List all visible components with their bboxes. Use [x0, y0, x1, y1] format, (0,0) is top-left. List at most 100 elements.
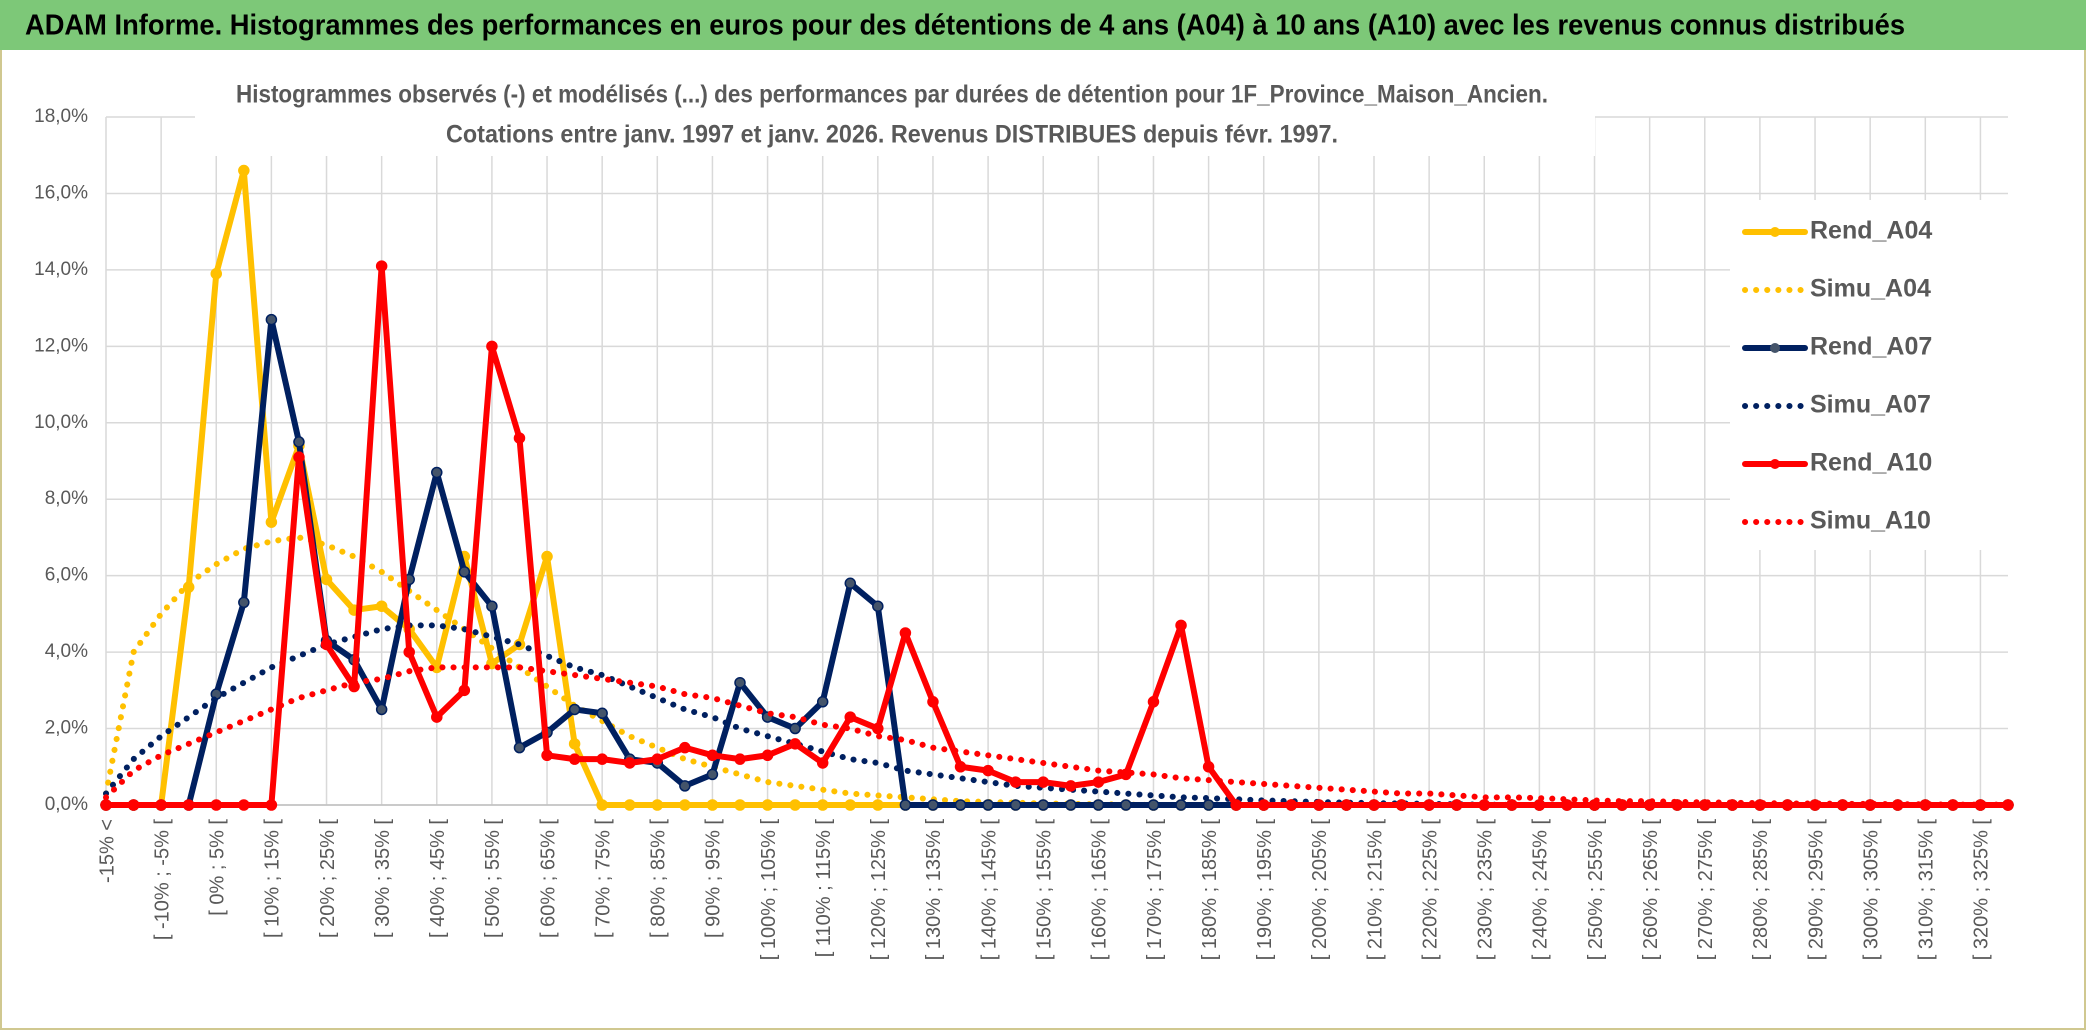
- data-point: [238, 799, 250, 811]
- x-tick-label: [ 10% ; 15% [: [262, 819, 284, 938]
- x-tick-label: [ 260% ; 265% [: [1640, 819, 1662, 961]
- data-point: [954, 799, 967, 811]
- x-tick-label: [ 280% ; 285% [: [1750, 819, 1772, 961]
- data-point: [596, 707, 608, 720]
- data-point: [458, 684, 471, 697]
- data-point: [734, 676, 746, 689]
- data-point: [293, 451, 305, 463]
- data-point: [403, 646, 415, 658]
- data-point: [1037, 799, 1049, 811]
- series-line: [103, 622, 2011, 808]
- series-line: [103, 664, 2011, 808]
- data-point: [541, 749, 553, 762]
- data-point: [100, 799, 112, 811]
- data-point: [706, 799, 719, 811]
- data-point: [816, 696, 829, 708]
- data-point: [623, 757, 636, 769]
- data-point: [265, 313, 278, 326]
- data-point: [375, 600, 388, 612]
- chart-subtitle: Cotations entre janv. 1997 et janv. 2026…: [446, 121, 1338, 149]
- data-point: [1395, 799, 1408, 811]
- x-tick-label: [ 140% ; 145% [: [978, 819, 1000, 961]
- x-tick-label: [ 220% ; 225% [: [1419, 819, 1441, 961]
- y-tick-label: 4,0%: [45, 641, 88, 662]
- x-tick-label: [ 130% ; 135% [: [923, 819, 945, 961]
- data-point: [927, 799, 939, 811]
- data-point: [816, 757, 829, 769]
- data-point: [899, 799, 912, 811]
- x-tick-label: [ 30% ; 35% [: [372, 819, 394, 938]
- legend-label: Simu_A04: [1810, 275, 1931, 303]
- data-point: [679, 799, 691, 811]
- data-point: [513, 432, 526, 444]
- data-point: [431, 711, 443, 723]
- data-point: [1120, 799, 1132, 811]
- data-point: [816, 799, 829, 811]
- x-tick-label: -15% <: [96, 819, 118, 883]
- data-point: [265, 516, 278, 528]
- data-point: [706, 768, 719, 781]
- data-point: [320, 573, 333, 586]
- data-point: [486, 600, 498, 612]
- data-point: [982, 799, 994, 811]
- data-point: [927, 696, 939, 708]
- data-point: [127, 799, 140, 811]
- y-tick-label: 8,0%: [45, 488, 88, 509]
- data-point: [265, 799, 278, 811]
- x-tick-label: [ 50% ; 55% [: [482, 819, 504, 938]
- data-point: [844, 799, 857, 811]
- data-point: [1478, 799, 1491, 811]
- x-tick-label: [ 300% ; 305% [: [1860, 819, 1882, 961]
- data-point: [734, 799, 746, 811]
- data-point: [651, 753, 664, 765]
- data-point: [734, 753, 746, 765]
- y-tick-label: 10,0%: [34, 412, 88, 433]
- data-point: [568, 703, 581, 716]
- data-point: [1037, 776, 1049, 788]
- data-point: [872, 600, 884, 612]
- data-point: [210, 267, 223, 280]
- data-point: [872, 722, 884, 735]
- y-tick-label: 18,0%: [34, 106, 88, 127]
- x-tick-label: [ 120% ; 125% [: [868, 819, 890, 961]
- banner-title: ADAM Informe. Histogrammes des performan…: [25, 10, 1905, 42]
- data-point: [706, 749, 719, 762]
- data-point: [541, 550, 553, 563]
- data-point: [789, 722, 801, 735]
- data-point: [320, 638, 333, 651]
- data-point: [844, 711, 857, 723]
- x-tick-label: [ 60% ; 65% [: [537, 819, 559, 938]
- data-point: [1009, 799, 1022, 811]
- x-tick-label: [ 20% ; 25% [: [317, 819, 339, 938]
- data-point: [1147, 696, 1160, 708]
- chart-title: Histogrammes observés (-) et modélisés (…: [236, 81, 1548, 109]
- data-point: [1313, 799, 1325, 811]
- legend-label: Simu_A07: [1810, 391, 1931, 419]
- x-tick-label: [ 40% ; 45% [: [427, 819, 449, 938]
- x-tick-label: [ 210% ; 215% [: [1364, 819, 1386, 961]
- data-point: [844, 577, 857, 590]
- data-point: [1009, 776, 1022, 788]
- title-bg: [195, 76, 1595, 156]
- x-tick-label: [ 70% ; 75% [: [592, 819, 614, 938]
- x-tick-label: [ 190% ; 195% [: [1254, 819, 1276, 961]
- data-point: [238, 596, 250, 609]
- data-point: [375, 703, 388, 716]
- data-point: [1092, 776, 1105, 788]
- legend-label: Rend_A04: [1810, 217, 1932, 245]
- data-point: [238, 164, 250, 177]
- data-point: [789, 738, 801, 750]
- data-point: [872, 799, 884, 811]
- legend-label: Rend_A07: [1810, 333, 1932, 361]
- data-point: [1561, 799, 1573, 811]
- x-tick-label: [ 290% ; 295% [: [1805, 819, 1827, 961]
- data-point: [568, 753, 581, 765]
- x-tick-label: [ 320% ; 325% [: [1971, 819, 1993, 961]
- data-point: [1065, 799, 1077, 811]
- data-point: [513, 741, 526, 754]
- data-point: [375, 260, 388, 272]
- data-point: [1506, 799, 1518, 811]
- data-point: [1423, 799, 1435, 811]
- banner-bg: [0, 0, 2086, 50]
